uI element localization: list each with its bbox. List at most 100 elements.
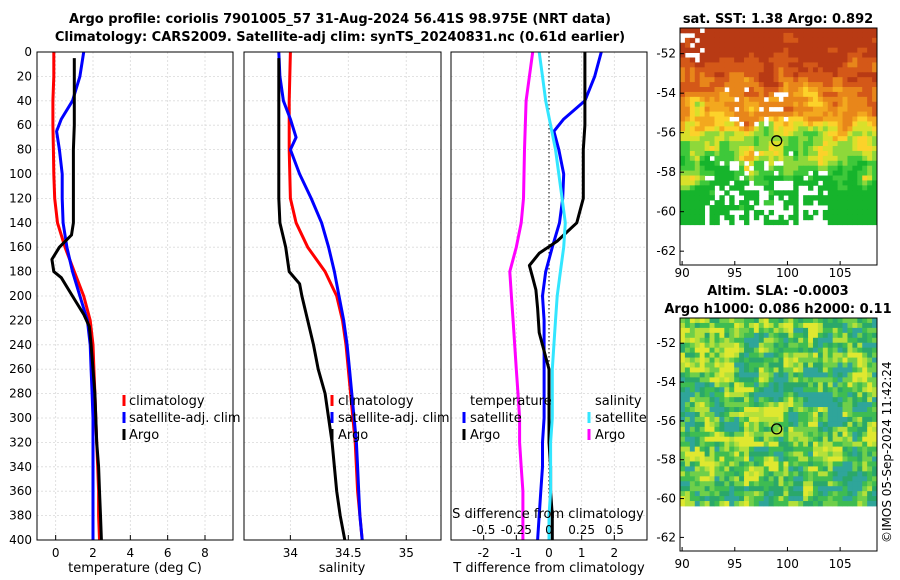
sla-cell (808, 421, 814, 428)
sst-cell (798, 165, 804, 172)
sst-cell (744, 111, 750, 117)
sla-cell (734, 491, 740, 497)
sla-cell (793, 441, 799, 448)
sst-cell (768, 47, 774, 53)
sst-cell (817, 126, 824, 132)
sst-cell (783, 87, 789, 93)
sst-cell (847, 67, 853, 73)
sst-cell (684, 136, 691, 142)
sla-cell (699, 431, 706, 438)
sst-cell (798, 175, 804, 181)
sst-cell (812, 155, 819, 162)
sla-cell (857, 342, 863, 349)
sla-cell (872, 476, 878, 482)
sla-cell (709, 466, 715, 472)
sla-cell (699, 352, 706, 358)
sla-cell (704, 481, 710, 487)
sst-cell (744, 214, 750, 221)
sla-cell (680, 382, 686, 388)
sla-cell (837, 342, 843, 349)
sla-cell (817, 407, 824, 413)
sst-cell (684, 42, 691, 49)
legend-title-temperature: temperature (470, 394, 552, 409)
sst-cell (699, 111, 706, 117)
sla-cell (803, 451, 809, 457)
sst-cell (842, 160, 848, 167)
sla-cell (847, 416, 853, 423)
sla-cell (680, 407, 686, 413)
sla-cell (812, 436, 819, 443)
sla-cell (867, 476, 873, 482)
sst-cell (739, 82, 745, 88)
sla-cell (753, 322, 760, 329)
sst-cell (729, 136, 735, 142)
sla-cell (773, 397, 779, 403)
sst-cell (699, 200, 706, 206)
sla-cell (729, 481, 735, 487)
sla-cell (857, 357, 863, 363)
sla-cell (758, 426, 765, 433)
sst-cell (714, 28, 720, 34)
sla-cell (872, 387, 878, 393)
sla-cell (857, 387, 863, 393)
sla-cell (852, 322, 858, 329)
sst-cell (783, 219, 789, 226)
sst-cell (822, 32, 829, 39)
sla-cell (778, 407, 784, 413)
x-tick-label: 2 (611, 546, 619, 560)
sst-cell (862, 42, 868, 49)
sst-cell (803, 150, 809, 157)
sla-cell (852, 451, 858, 457)
sst-cell (739, 52, 745, 58)
sst-cell (734, 28, 740, 34)
sst-cell (714, 106, 720, 112)
sst-cell (724, 57, 730, 63)
lat-tick-label: -60 (656, 205, 676, 219)
sst-cell (812, 57, 819, 63)
sst-cell (719, 106, 725, 112)
sla-cell (714, 466, 720, 472)
sla-cell (758, 451, 765, 457)
sst-cell (837, 150, 843, 157)
sla-cell (689, 481, 696, 487)
sla-cell (857, 367, 863, 373)
sst-cell (714, 62, 720, 68)
sla-cell (714, 486, 720, 492)
sst-cell (724, 67, 730, 73)
sst-cell (847, 91, 853, 98)
sla-cell (763, 367, 770, 373)
sla-cell (680, 481, 686, 487)
sla-cell (857, 382, 863, 388)
sla-cell (832, 332, 838, 339)
sst-cell (812, 42, 819, 49)
sla-cell (827, 402, 834, 408)
sla-cell (773, 456, 779, 462)
sla-cell (822, 342, 829, 349)
sst-cell (699, 91, 706, 98)
sst-cell (788, 37, 794, 44)
s-diff-tick-label: 0.5 (605, 523, 624, 537)
sst-cell (684, 62, 691, 68)
sst-cell (680, 155, 686, 162)
sla-cell (773, 496, 779, 502)
sst-cell (684, 146, 691, 152)
sla-cell (812, 412, 819, 418)
sst-cell (724, 150, 730, 157)
sst-cell (827, 214, 834, 221)
sst-cell (744, 190, 750, 196)
sst-cell (699, 165, 706, 172)
sst-cell (768, 96, 774, 103)
sst-cell (753, 209, 760, 216)
sst-cell (822, 131, 829, 137)
sla-cell (734, 466, 740, 472)
sla-cell (768, 496, 774, 502)
sla-cell (832, 501, 838, 507)
sla-cell (680, 436, 686, 443)
sla-cell (788, 451, 794, 457)
sla-cell (724, 332, 730, 339)
sst-cell (753, 42, 760, 49)
sla-cell (788, 421, 794, 428)
sla-cell (837, 461, 843, 467)
sla-cell (827, 347, 834, 354)
sla-cell (709, 412, 715, 418)
